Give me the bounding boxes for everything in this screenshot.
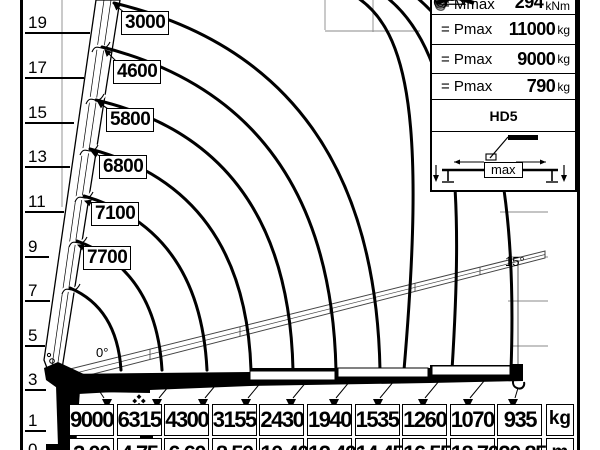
legend-row-outrigger: max	[432, 132, 575, 190]
diagram-frame	[20, 0, 580, 450]
extension-label-4600: 4600	[113, 60, 162, 84]
legend-row-winch-type: HD5	[432, 0, 575, 132]
axis-label-0: 0	[28, 440, 38, 450]
capacity-row: 9000 6315 4300 3155 2430 1940 1535 1260 …	[69, 404, 574, 436]
capacity-unit-cell: kg	[545, 404, 574, 436]
extension-label-7700: 7700	[83, 246, 132, 270]
legend-unit: kg	[557, 22, 570, 37]
legend-label: = Pmax	[441, 50, 493, 68]
legend-box: = Mmax 294 kNm = Pmax 11000 kg = Pmax 90…	[430, 0, 577, 192]
angle-label-15deg: 15°	[505, 254, 525, 269]
radius-cell: 6.60	[164, 438, 210, 450]
legend-value: 11000	[508, 19, 556, 39]
axis-label-15: 15	[25, 104, 74, 124]
radius-cell: 10.40	[259, 438, 309, 450]
legend-value: 9000	[517, 48, 556, 69]
capacity-cell: 2430	[259, 404, 305, 436]
radius-cell: 16.55	[402, 438, 452, 450]
legend-row-pmax-winch: = Pmax 11000 kg	[432, 0, 575, 45]
capacity-cell: 1070	[449, 404, 495, 436]
legend-row-pmax-jib: = Pmax 790 kg	[432, 0, 575, 100]
axis-label-5: 5	[25, 327, 45, 347]
legend-label: = Mmax	[441, 0, 495, 13]
capacity-cell: 6315	[116, 404, 162, 436]
axis-label-1: 1	[25, 412, 46, 432]
radius-cell: 14.45	[354, 438, 405, 450]
capacity-cell: 1260	[402, 404, 448, 436]
capacity-cell: 1535	[354, 404, 400, 436]
axis-label-9: 9	[25, 238, 49, 258]
legend-label: = Pmax	[441, 78, 493, 95]
winch-type-label: HD5	[489, 107, 518, 124]
capacity-cell: 3155	[211, 404, 257, 436]
outrigger-max-label: max	[484, 162, 523, 178]
axis-label-13: 13	[25, 148, 70, 168]
extension-label-6800: 6800	[99, 155, 148, 179]
legend-row-pmax-hook: = Pmax 9000 kg	[432, 0, 575, 74]
legend-unit: kg	[557, 52, 570, 66]
axis-label-3: 3	[25, 371, 46, 391]
capacity-cell: 4300	[164, 404, 210, 436]
crossed-out-block-icon	[435, 0, 475, 5]
extension-label-5800: 5800	[106, 108, 155, 132]
angle-label-0deg: 0°	[96, 345, 109, 360]
radius-cell: 20.85	[497, 438, 547, 450]
axis-label-11: 11	[25, 193, 64, 213]
legend-unit: kNm	[545, 0, 570, 13]
boom-tip-hook-icon	[512, 369, 526, 390]
radius-cell: 3.00	[69, 438, 114, 450]
capacity-cell: 9000	[69, 404, 114, 436]
legend-label: = Pmax	[441, 21, 493, 38]
radius-cell: 4.75	[116, 438, 162, 450]
radius-cell: 18.70	[449, 438, 500, 450]
capacity-cell: 1940	[306, 404, 352, 436]
axis-label-7: 7	[25, 282, 50, 302]
axis-label-19: 19	[25, 14, 90, 34]
legend-value: 294	[514, 0, 544, 12]
legend-value: 790	[526, 76, 556, 96]
radius-row: 3.00 4.75 6.60 8.50 10.40 12.40 14.45 16…	[69, 438, 574, 450]
legend-unit: kg	[557, 79, 570, 94]
axis-label-17: 17	[25, 59, 84, 79]
boom-section-marks	[59, 40, 113, 296]
radius-unit-cell: m	[545, 438, 574, 450]
table-leaders	[93, 380, 519, 399]
radius-cell: 8.50	[211, 438, 257, 450]
extension-label-3000: 3000	[121, 11, 170, 35]
radius-cell: 12.40	[306, 438, 357, 450]
extension-label-7100: 7100	[91, 202, 140, 226]
capacity-cell: 935	[497, 404, 543, 436]
